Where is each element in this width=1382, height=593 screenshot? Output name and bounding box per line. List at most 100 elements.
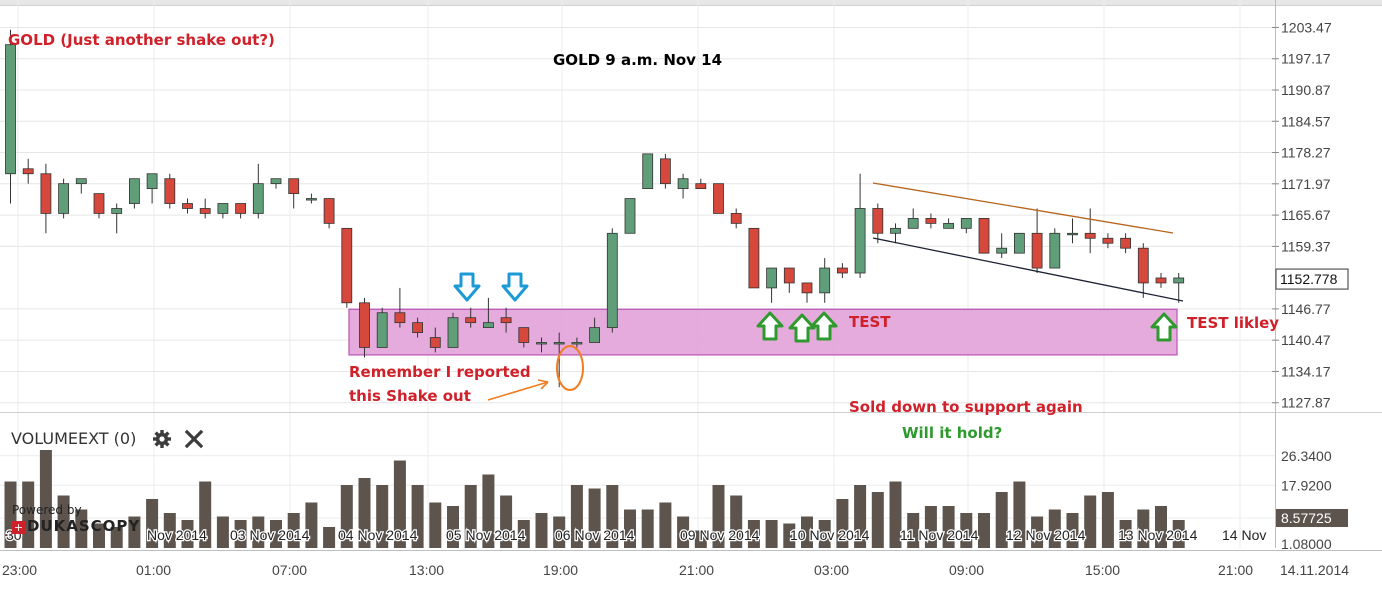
volume-bar [907,513,920,548]
volume-bar [252,516,265,548]
volume-bar [93,523,105,548]
candle-bear [93,193,105,214]
current-volume-box [1276,508,1348,527]
date-label: 13 Nov 2014 [1118,527,1198,543]
candle-bear [182,203,193,209]
candle-bear [1031,232,1043,269]
annotation-marks-layer [453,272,1178,401]
volume-bar [146,499,159,548]
volume-bar [606,485,619,548]
volume-layer [4,450,1185,548]
candle-bear [40,173,52,214]
volume-bar [1013,481,1026,548]
volume-bar [677,516,690,548]
volume-bar [978,513,990,548]
volume-bar [570,485,583,548]
candle-bear [288,178,300,194]
volume-bar [305,502,318,548]
candle-bull [447,317,459,348]
volume-bar [393,460,406,548]
candle-bull [819,267,831,294]
volume-bar [712,485,725,548]
price-tick-label: 1203.47 [1281,19,1332,35]
date-label: 10 Nov 2014 [790,527,870,543]
candle-bull [58,183,69,214]
sold-down-note: Sold down to support again [849,398,1083,416]
green-up-arrow-icon [756,311,784,341]
volume-bar [818,520,831,548]
volume-bar [216,516,229,548]
candle-bear [695,183,707,190]
candle-bull [146,173,158,190]
time-tick-label: 03:00 [814,562,849,578]
date-label: 11 Nov 2014 [900,527,979,543]
volume-bar [1137,509,1150,548]
current-price-box [1275,268,1349,290]
volume-bar [924,506,937,548]
volume-bar [110,527,123,548]
candle-bear [22,168,34,175]
price-tick-label: 1165.67 [1281,207,1331,223]
candle-bear [730,213,742,224]
candle-bull [624,198,636,234]
blue-down-arrow-icon [501,272,529,302]
candle-bear [748,227,760,289]
time-tick-label: 01:00 [136,562,171,578]
volume-bar [323,527,336,548]
blue-down-arrow-icon [453,272,481,302]
current-volume-label: 8.57725 [1281,510,1332,526]
volume-bar [270,520,282,548]
volume-bar [39,450,52,548]
volume-bar [836,499,849,548]
price-tick-label: 1134.17 [1281,363,1331,379]
candle-bear [465,317,477,324]
shakeout-note-line1: Remember I reported [349,363,531,381]
candle-bull [1049,232,1061,269]
volume-bar [783,523,796,548]
volume-bar [163,513,176,548]
candle-bull [305,198,317,201]
candle-bear [925,218,937,224]
volume-bar [1101,492,1114,548]
candle-bear [713,183,724,214]
test-likely-label: TEST likley [1187,314,1280,332]
volume-bar [854,485,867,548]
price-tick-label: 1184.57 [1281,113,1331,129]
candle-bear [500,317,512,324]
candle-bull [943,222,954,229]
green-up-arrow-icon [1150,312,1178,342]
candles-layer [5,29,1185,388]
shakeout-pointer-arrowhead [537,379,549,390]
candle-bull [75,178,87,185]
chart-title: GOLD 9 a.m. Nov 14 [553,51,723,69]
shakeout-pointer-line [487,381,549,401]
lower-trend-line [872,237,1184,302]
candle-bear [837,267,848,274]
test-label: TEST [849,313,891,331]
candle-bear [412,322,424,333]
volume-bar [464,485,477,548]
volume-bar [641,509,654,548]
volume-bar [535,513,548,548]
volume-bar [128,516,141,548]
gear-icon[interactable] [152,429,172,449]
price-tick-label: 1159.37 [1281,238,1331,254]
volume-bar [694,530,707,548]
volume-bar [730,495,743,548]
candle-bull [482,322,494,329]
volume-bar [871,492,884,548]
volume-bar [287,513,300,548]
volume-bar [588,488,601,548]
volume-bar [995,492,1008,548]
candle-bull [252,183,264,214]
price-tick-label: 1197.17 [1281,51,1331,67]
candle-bear [199,208,211,214]
candle-bull [996,247,1008,254]
top-toolbar-strip [0,0,1382,6]
candle-bear [359,302,370,348]
close-icon[interactable] [184,429,204,449]
volume-bar [1119,520,1132,548]
volume-bar [411,485,424,548]
volume-bar [765,520,778,548]
